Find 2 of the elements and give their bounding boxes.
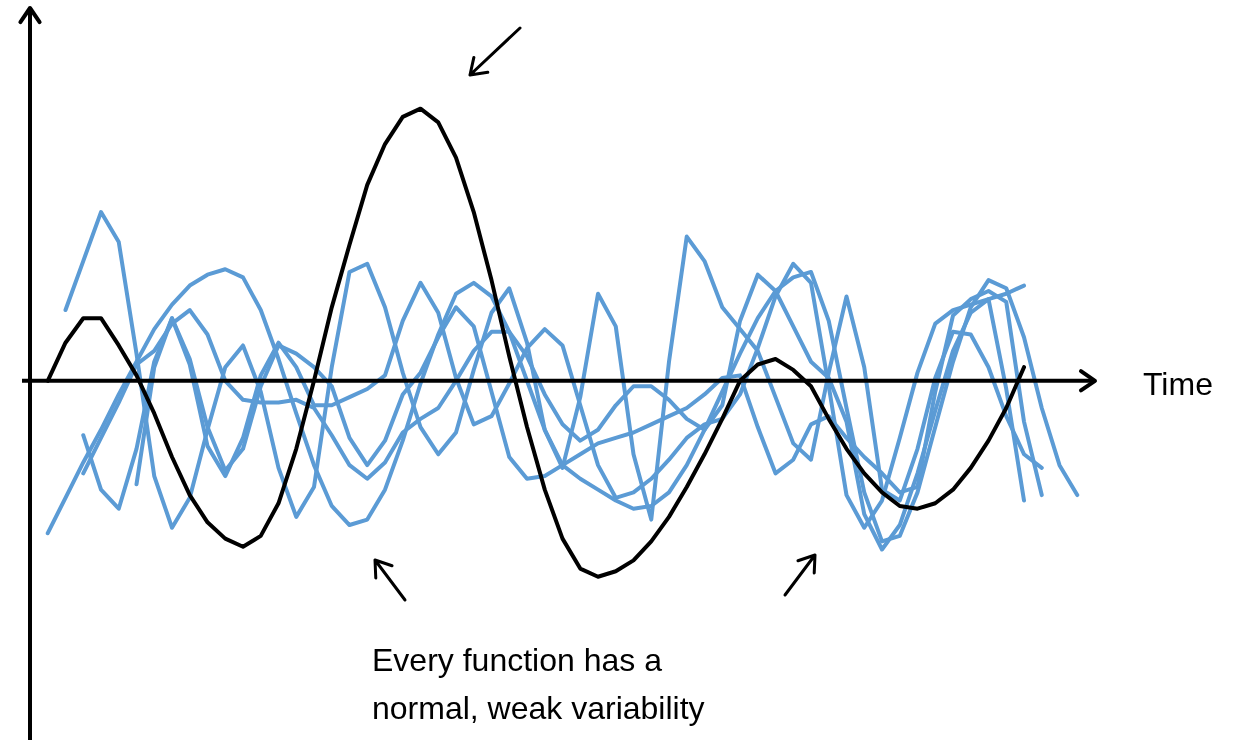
text: Every function has a normal, weak variability xyxy=(372,641,706,728)
x-axis-title: Time xyxy=(1143,365,1213,404)
